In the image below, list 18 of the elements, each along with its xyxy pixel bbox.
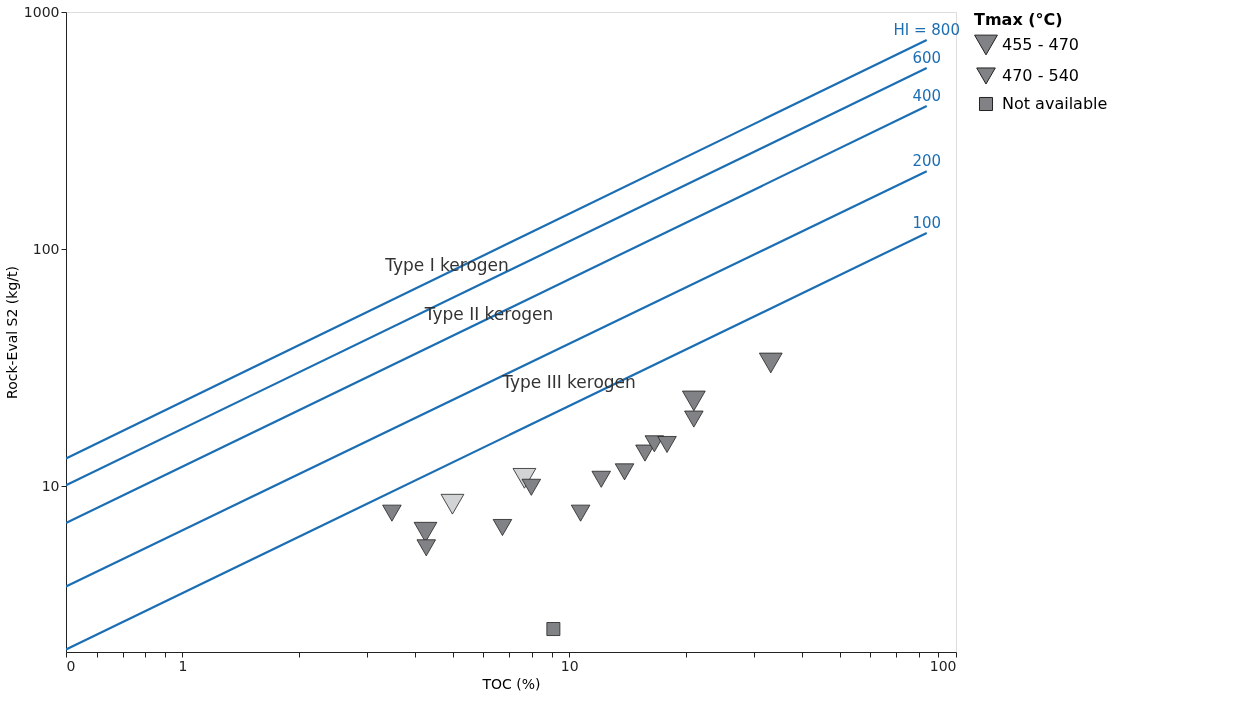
- x-tick-label: 100: [929, 657, 957, 674]
- legend-label: 470 - 540: [1002, 66, 1080, 85]
- x-axis-title: TOC (%): [481, 675, 541, 692]
- series-label: HI = 800: [893, 20, 960, 39]
- y-tick-label: 1000: [23, 3, 60, 20]
- legend-title: Tmax (°C): [974, 10, 1063, 29]
- y-tick-label: 100: [32, 240, 60, 257]
- y-axis-title: Rock-Eval S2 (kg/t): [3, 266, 20, 399]
- x-tick-label: 10: [560, 657, 579, 674]
- x-tick-label: 1: [178, 657, 188, 674]
- y-tick-label: 10: [41, 477, 60, 494]
- series-label: 200: [912, 152, 942, 171]
- series-label: 400: [912, 87, 942, 106]
- x-tick-label: 0: [66, 657, 76, 674]
- legend-label: Not available: [1002, 94, 1108, 113]
- legend-label: 455 - 470: [1002, 35, 1080, 54]
- series-label: 100: [912, 213, 942, 232]
- series-label: 600: [912, 49, 942, 68]
